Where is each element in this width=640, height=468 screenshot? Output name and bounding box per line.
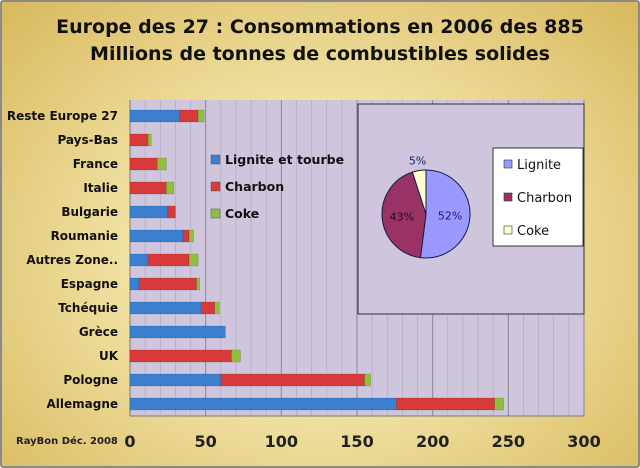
credit-text: RayBon Déc. 2008 xyxy=(16,436,118,447)
bar-coke xyxy=(188,253,199,267)
chart-title-line2: Millions de tonnes de combustibles solid… xyxy=(90,43,550,65)
legend-swatch xyxy=(210,208,221,219)
x-tick-label: 100 xyxy=(265,432,298,451)
y-category-label: Roumanie xyxy=(51,229,118,243)
bar-coke xyxy=(231,349,241,363)
bar-lignite-et-tourbe xyxy=(129,397,397,411)
bar-charbon xyxy=(167,205,176,219)
pie-legend-swatch xyxy=(503,225,513,235)
bar-lignite-et-tourbe xyxy=(129,373,222,387)
bar-lignite-et-tourbe xyxy=(129,253,149,267)
pie-value-label: 5% xyxy=(409,155,426,168)
x-tick-label: 250 xyxy=(492,432,525,451)
pie-slice xyxy=(411,169,427,215)
bar-coke xyxy=(364,373,371,387)
y-category-label: France xyxy=(73,157,118,171)
x-tick-label: 150 xyxy=(340,432,373,451)
bar-lignite-et-tourbe xyxy=(129,205,169,219)
bar-coke xyxy=(214,301,220,315)
legend-swatch xyxy=(210,154,221,165)
bar-charbon xyxy=(129,157,158,171)
y-category-label: Tchéquie xyxy=(58,301,118,315)
bar-charbon xyxy=(138,277,197,291)
bar-coke xyxy=(147,133,152,147)
y-category-label: UK xyxy=(99,349,119,363)
y-category-label: Allemagne xyxy=(46,397,118,411)
pie-legend-label: Lignite xyxy=(517,158,561,173)
pie-legend-label: Coke xyxy=(517,224,549,239)
bar-charbon xyxy=(220,373,365,387)
bar-charbon xyxy=(129,181,167,195)
pie-value-label: 43% xyxy=(390,210,414,223)
bar-coke xyxy=(494,397,505,411)
bar-lignite-et-tourbe xyxy=(129,229,184,243)
bar-charbon xyxy=(179,109,199,123)
pie-legend-swatch xyxy=(503,159,513,169)
bar-charbon xyxy=(129,349,232,363)
bar-lignite-et-tourbe xyxy=(129,277,140,291)
bar-coke xyxy=(197,109,205,123)
bar-lignite-et-tourbe xyxy=(129,301,202,315)
x-tick-label: 300 xyxy=(567,432,600,451)
y-category-label: Pologne xyxy=(63,373,118,387)
y-category-label: Italie xyxy=(83,181,118,195)
chart-title-line1: Europe des 27 : Consommations en 2006 de… xyxy=(56,16,584,38)
pie-legend-label: Charbon xyxy=(517,191,572,206)
y-category-label: Autres Zone.. xyxy=(26,253,118,267)
bar-coke xyxy=(196,277,200,291)
x-tick-label: 0 xyxy=(124,432,135,451)
legend-label: Lignite et tourbe xyxy=(225,152,344,167)
y-category-label: Bulgarie xyxy=(61,205,118,219)
bar-charbon xyxy=(182,229,190,243)
bar-charbon xyxy=(396,397,495,411)
y-category-label: Espagne xyxy=(61,277,118,291)
bar-lignite-et-tourbe xyxy=(129,325,226,339)
x-tick-label: 200 xyxy=(416,432,449,451)
y-category-label: Pays-Bas xyxy=(57,133,118,147)
legend-label: Charbon xyxy=(225,179,284,194)
legend-label: Coke xyxy=(225,206,259,221)
bar-charbon xyxy=(129,133,149,147)
y-category-label: Reste Europe 27 xyxy=(7,109,118,123)
bar-coke xyxy=(166,181,175,195)
legend-swatch xyxy=(210,181,221,192)
bar-coke xyxy=(156,157,167,171)
pie-value-label: 52% xyxy=(438,210,462,223)
pie-slice xyxy=(419,169,471,259)
y-category-label: Grèce xyxy=(79,325,118,339)
bar-charbon xyxy=(200,301,215,315)
bar-lignite-et-tourbe xyxy=(129,109,181,123)
bar-coke xyxy=(188,229,194,243)
pie-slice xyxy=(381,171,427,259)
bar-charbon xyxy=(147,253,190,267)
x-tick-label: 50 xyxy=(195,432,217,451)
pie-legend-swatch xyxy=(503,192,513,202)
